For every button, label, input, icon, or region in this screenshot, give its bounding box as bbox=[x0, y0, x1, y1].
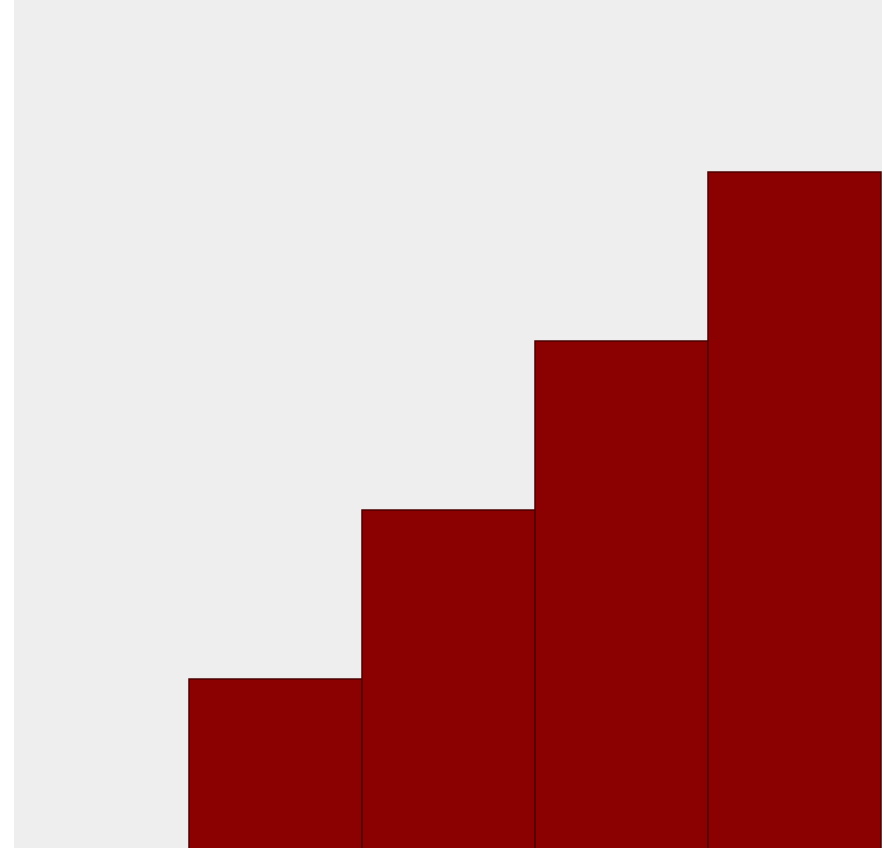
bars-group bbox=[188, 171, 882, 848]
bar-1 bbox=[188, 678, 363, 848]
bar-2 bbox=[361, 509, 536, 848]
bar-3 bbox=[534, 340, 709, 848]
bar-4 bbox=[707, 171, 882, 848]
